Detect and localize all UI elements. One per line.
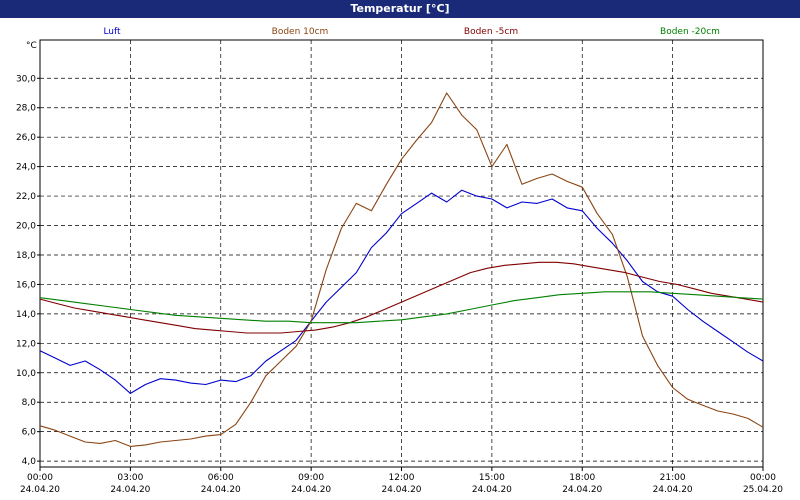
x-tick-date-label: 25.04.20 — [743, 485, 783, 495]
x-tick-time-label: 00:00 — [750, 473, 776, 483]
x-tick-time-label: 09:00 — [298, 473, 324, 483]
x-tick-date-label: 24.04.20 — [291, 485, 331, 495]
y-tick-label: 28,0 — [16, 104, 36, 114]
y-axis-ticks: 4,0 6,0 8,0 10,0 12,0 14,0 16,0 18,0 20,0 22,0 24,… — [16, 74, 40, 467]
grid — [40, 40, 763, 467]
x-tick-date-label: 24.04.20 — [472, 485, 512, 495]
y-tick-label: 8,0 — [22, 398, 37, 408]
y-tick-label: 14,0 — [16, 310, 36, 320]
legend-item: Boden 10cm — [272, 27, 329, 37]
series-lines — [39, 92, 764, 447]
x-tick-date-label: 24.04.20 — [381, 485, 421, 495]
y-tick-label: 12,0 — [16, 339, 36, 349]
series-line-boden-10cm — [39, 92, 764, 447]
legend-item: Luft — [103, 27, 121, 37]
temperature-chart: Luft Boden 10cm Boden -5cm Boden -20cm °C 4… — [16, 27, 783, 495]
y-tick-label: 22,0 — [16, 192, 36, 202]
y-tick-label: 16,0 — [16, 280, 36, 290]
y-axis-unit-label: °C — [26, 41, 37, 51]
x-tick-date-label: 24.04.20 — [562, 485, 602, 495]
y-tick-label: 30,0 — [16, 74, 36, 84]
x-tick-date-label: 24.04.20 — [653, 485, 693, 495]
y-tick-label: 10,0 — [16, 369, 36, 379]
series-line-luft — [39, 189, 764, 394]
y-tick-label: 24,0 — [16, 163, 36, 173]
legend-item: Boden -5cm — [464, 27, 518, 37]
series-line-boden-5cm — [39, 261, 764, 334]
y-tick-label: 18,0 — [16, 251, 36, 261]
x-tick-time-label: 21:00 — [660, 473, 686, 483]
y-tick-label: 6,0 — [22, 428, 37, 438]
x-tick-date-label: 24.04.20 — [20, 485, 60, 495]
x-tick-time-label: 06:00 — [208, 473, 234, 483]
x-tick-date-label: 24.04.20 — [110, 485, 150, 495]
series-line-boden-20cm — [39, 291, 764, 324]
y-tick-label: 4,0 — [22, 457, 37, 467]
legend-item: Boden -20cm — [660, 27, 720, 37]
x-axis-ticks: 00:00 24.04.20 03:00 24.04.20 06:00 24.04.20 0… — [20, 467, 783, 495]
x-tick-time-label: 12:00 — [389, 473, 415, 483]
x-tick-time-label: 18:00 — [569, 473, 595, 483]
chart-title: Temperatur [°C] — [0, 0, 800, 18]
y-tick-label: 26,0 — [16, 133, 36, 143]
legend: Luft Boden 10cm Boden -5cm Boden -20cm — [103, 27, 720, 37]
y-tick-label: 20,0 — [16, 222, 36, 232]
x-tick-date-label: 24.04.20 — [201, 485, 241, 495]
x-tick-time-label: 00:00 — [27, 473, 53, 483]
x-tick-time-label: 15:00 — [479, 473, 505, 483]
x-tick-time-label: 03:00 — [117, 473, 143, 483]
